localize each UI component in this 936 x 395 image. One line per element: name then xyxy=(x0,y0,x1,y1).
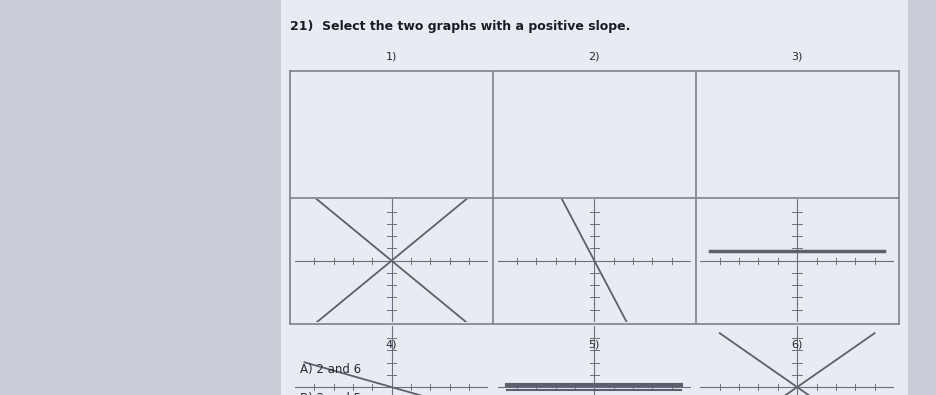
Text: B) 3 and 5: B) 3 and 5 xyxy=(300,392,360,395)
Text: A) 2 and 6: A) 2 and 6 xyxy=(300,363,360,376)
Text: 6): 6) xyxy=(792,340,803,350)
Text: 4): 4) xyxy=(386,340,397,350)
Text: 5): 5) xyxy=(589,340,600,350)
Text: 2): 2) xyxy=(589,51,600,61)
Text: 21)  Select the two graphs with a positive slope.: 21) Select the two graphs with a positiv… xyxy=(290,20,631,33)
Text: 3): 3) xyxy=(792,51,803,61)
Text: 1): 1) xyxy=(386,51,397,61)
